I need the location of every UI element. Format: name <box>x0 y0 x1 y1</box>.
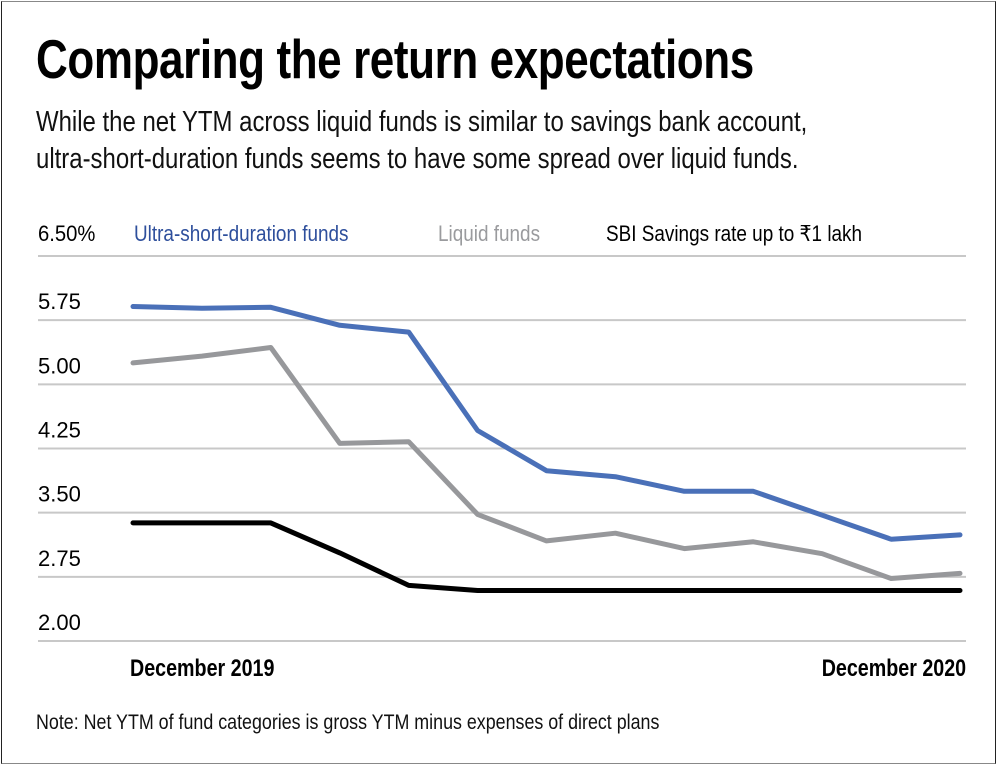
gridlines <box>38 255 966 642</box>
footnote: Note: Net YTM of fund categories is gros… <box>36 711 660 734</box>
y-axis-ticks: 5.75 5.00 4.25 3.50 2.75 2.00 <box>38 289 81 635</box>
chart-title: Comparing the return expectations <box>36 28 754 90</box>
legend-ultra-short-duration-funds: Ultra-short-duration funds <box>134 221 349 246</box>
subtitle-line-1: While the net YTM across liquid funds is… <box>36 106 808 138</box>
legend-sbi-savings-rate: SBI Savings rate up to ₹1 lakh <box>606 221 863 246</box>
series-lines <box>130 304 963 593</box>
y-tick-label: 2.75 <box>38 546 81 571</box>
series-line-ultra-short-duration-funds <box>130 304 963 542</box>
subtitle-line-2: ultra-short-duration funds seems to have… <box>36 143 799 175</box>
x-axis-label-end: December 2020 <box>821 655 966 682</box>
y-axis-unit-label: 6.50% <box>38 221 96 246</box>
x-axis-label-start: December 2019 <box>130 655 275 682</box>
y-tick-label: 3.50 <box>38 482 81 507</box>
series-line-sbi-savings-rate-up-to-1-lakh <box>130 520 963 593</box>
chart-subtitle: While the net YTM across liquid funds is… <box>36 104 807 178</box>
y-tick-label: 2.00 <box>38 610 81 635</box>
legend-liquid-funds: Liquid funds <box>438 221 541 246</box>
y-tick-label: 5.75 <box>38 289 81 314</box>
series-line-liquid-funds <box>130 345 963 581</box>
y-tick-label: 4.25 <box>38 418 81 443</box>
y-tick-label: 5.00 <box>38 353 81 378</box>
